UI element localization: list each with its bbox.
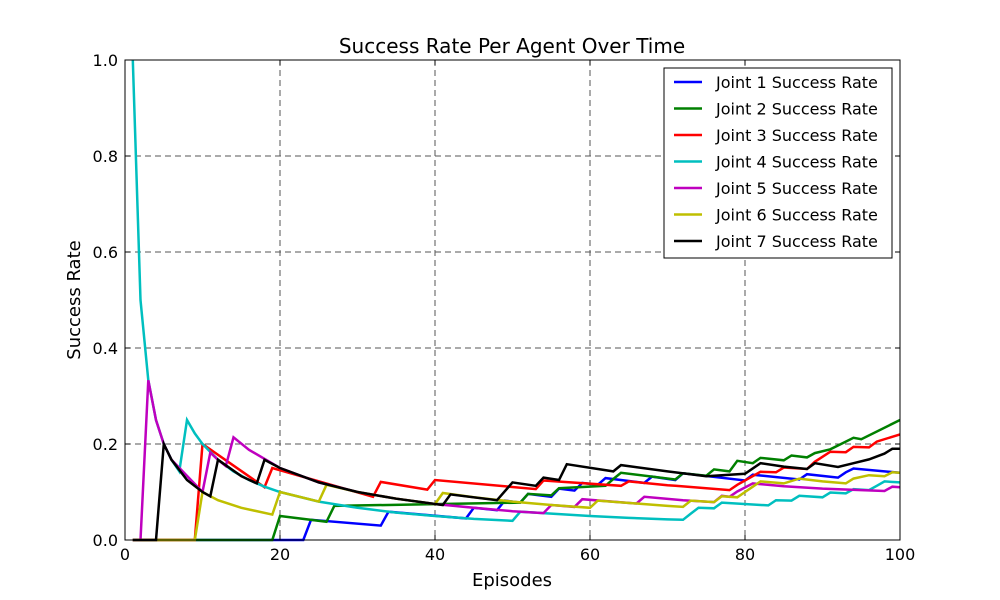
legend-label-joint-3: Joint 3 Success Rate	[715, 126, 878, 145]
y-tick-label: 1.0	[93, 51, 118, 70]
y-tick-label: 0.4	[93, 339, 118, 358]
legend-label-joint-4: Joint 4 Success Rate	[715, 153, 878, 172]
chart-title: Success Rate Per Agent Over Time	[339, 34, 685, 58]
legend-label-joint-7: Joint 7 Success Rate	[715, 232, 878, 251]
x-tick-label: 100	[885, 545, 916, 564]
x-tick-label: 60	[580, 545, 600, 564]
series-group	[131, 59, 901, 542]
plot-frame	[124, 59, 901, 541]
y-tick-label: 0.0	[93, 531, 118, 550]
x-tick-label: 20	[270, 545, 290, 564]
y-axis-label: Success Rate	[64, 240, 85, 359]
series-line-joint-7	[132, 439, 900, 542]
y-tick-label: 0.6	[93, 243, 118, 262]
legend-label-joint-2: Joint 2 Success Rate	[715, 100, 878, 119]
ticks: 0 20 40 60 80 100 0.0 0.2 0.4 0.6 0.8 1.0	[93, 51, 916, 564]
legend-box	[663, 67, 893, 259]
legend: Joint 1 Success Rate Joint 2 Success Rate…	[663, 67, 893, 259]
x-tick-label: 80	[735, 545, 755, 564]
x-tick-label: 0	[120, 545, 130, 564]
series-line-joint-6	[132, 471, 901, 542]
legend-label-joint-5: Joint 5 Success Rate	[715, 179, 878, 198]
x-axis-label: Episodes	[472, 570, 552, 591]
x-tick-label: 40	[425, 545, 445, 564]
legend-label-joint-6: Joint 6 Success Rate	[715, 206, 878, 225]
y-tick-label: 0.2	[93, 435, 118, 454]
y-tick-label: 0.8	[93, 147, 118, 166]
legend-label-joint-1: Joint 1 Success Rate	[715, 73, 878, 92]
